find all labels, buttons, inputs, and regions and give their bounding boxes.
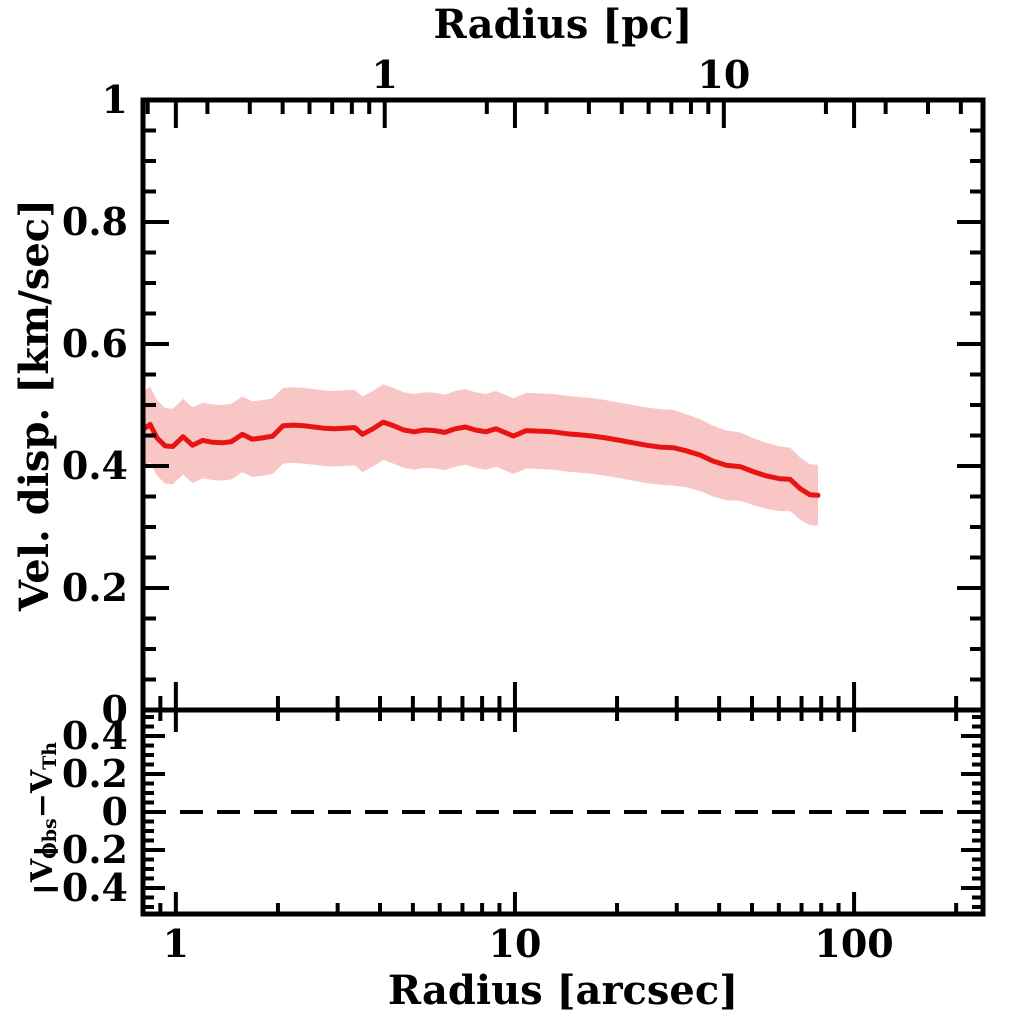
x-tick-label-pc: 1 xyxy=(372,52,398,97)
x-tick-label-arcsec: 100 xyxy=(814,921,893,966)
bottom-axis-title: Radius [arcsec] xyxy=(388,967,738,1014)
y-tick-label-residual: 0.4 xyxy=(62,713,128,758)
dispersion-axis-title: Vel. disp. [km/sec] xyxy=(11,199,58,612)
y-tick-label-dispersion: 1 xyxy=(102,77,128,122)
x-tick-label-arcsec: 1 xyxy=(163,921,189,966)
y-tick-label-residual: −0.2 xyxy=(30,827,128,872)
y-tick-label-dispersion: 0.4 xyxy=(62,443,128,488)
y-tick-label-dispersion: 0.6 xyxy=(62,321,128,366)
y-tick-label-residual: −0.4 xyxy=(30,865,128,910)
confidence-band xyxy=(143,384,818,526)
y-tick-label-dispersion: 0.2 xyxy=(62,565,128,610)
x-tick-label-arcsec: 10 xyxy=(489,921,542,966)
top-axis-title: Radius [pc] xyxy=(434,1,693,48)
y-tick-label-residual: 0 xyxy=(102,789,128,834)
residual-axis-title: VObs−VTh xyxy=(25,742,61,883)
y-tick-label-dispersion: 0.8 xyxy=(62,199,128,244)
x-tick-label-pc: 10 xyxy=(697,52,750,97)
y-tick-label-dispersion: 0 xyxy=(102,687,128,732)
dispersion-line xyxy=(140,419,821,498)
y-tick-label-residual: 0.2 xyxy=(62,751,128,796)
